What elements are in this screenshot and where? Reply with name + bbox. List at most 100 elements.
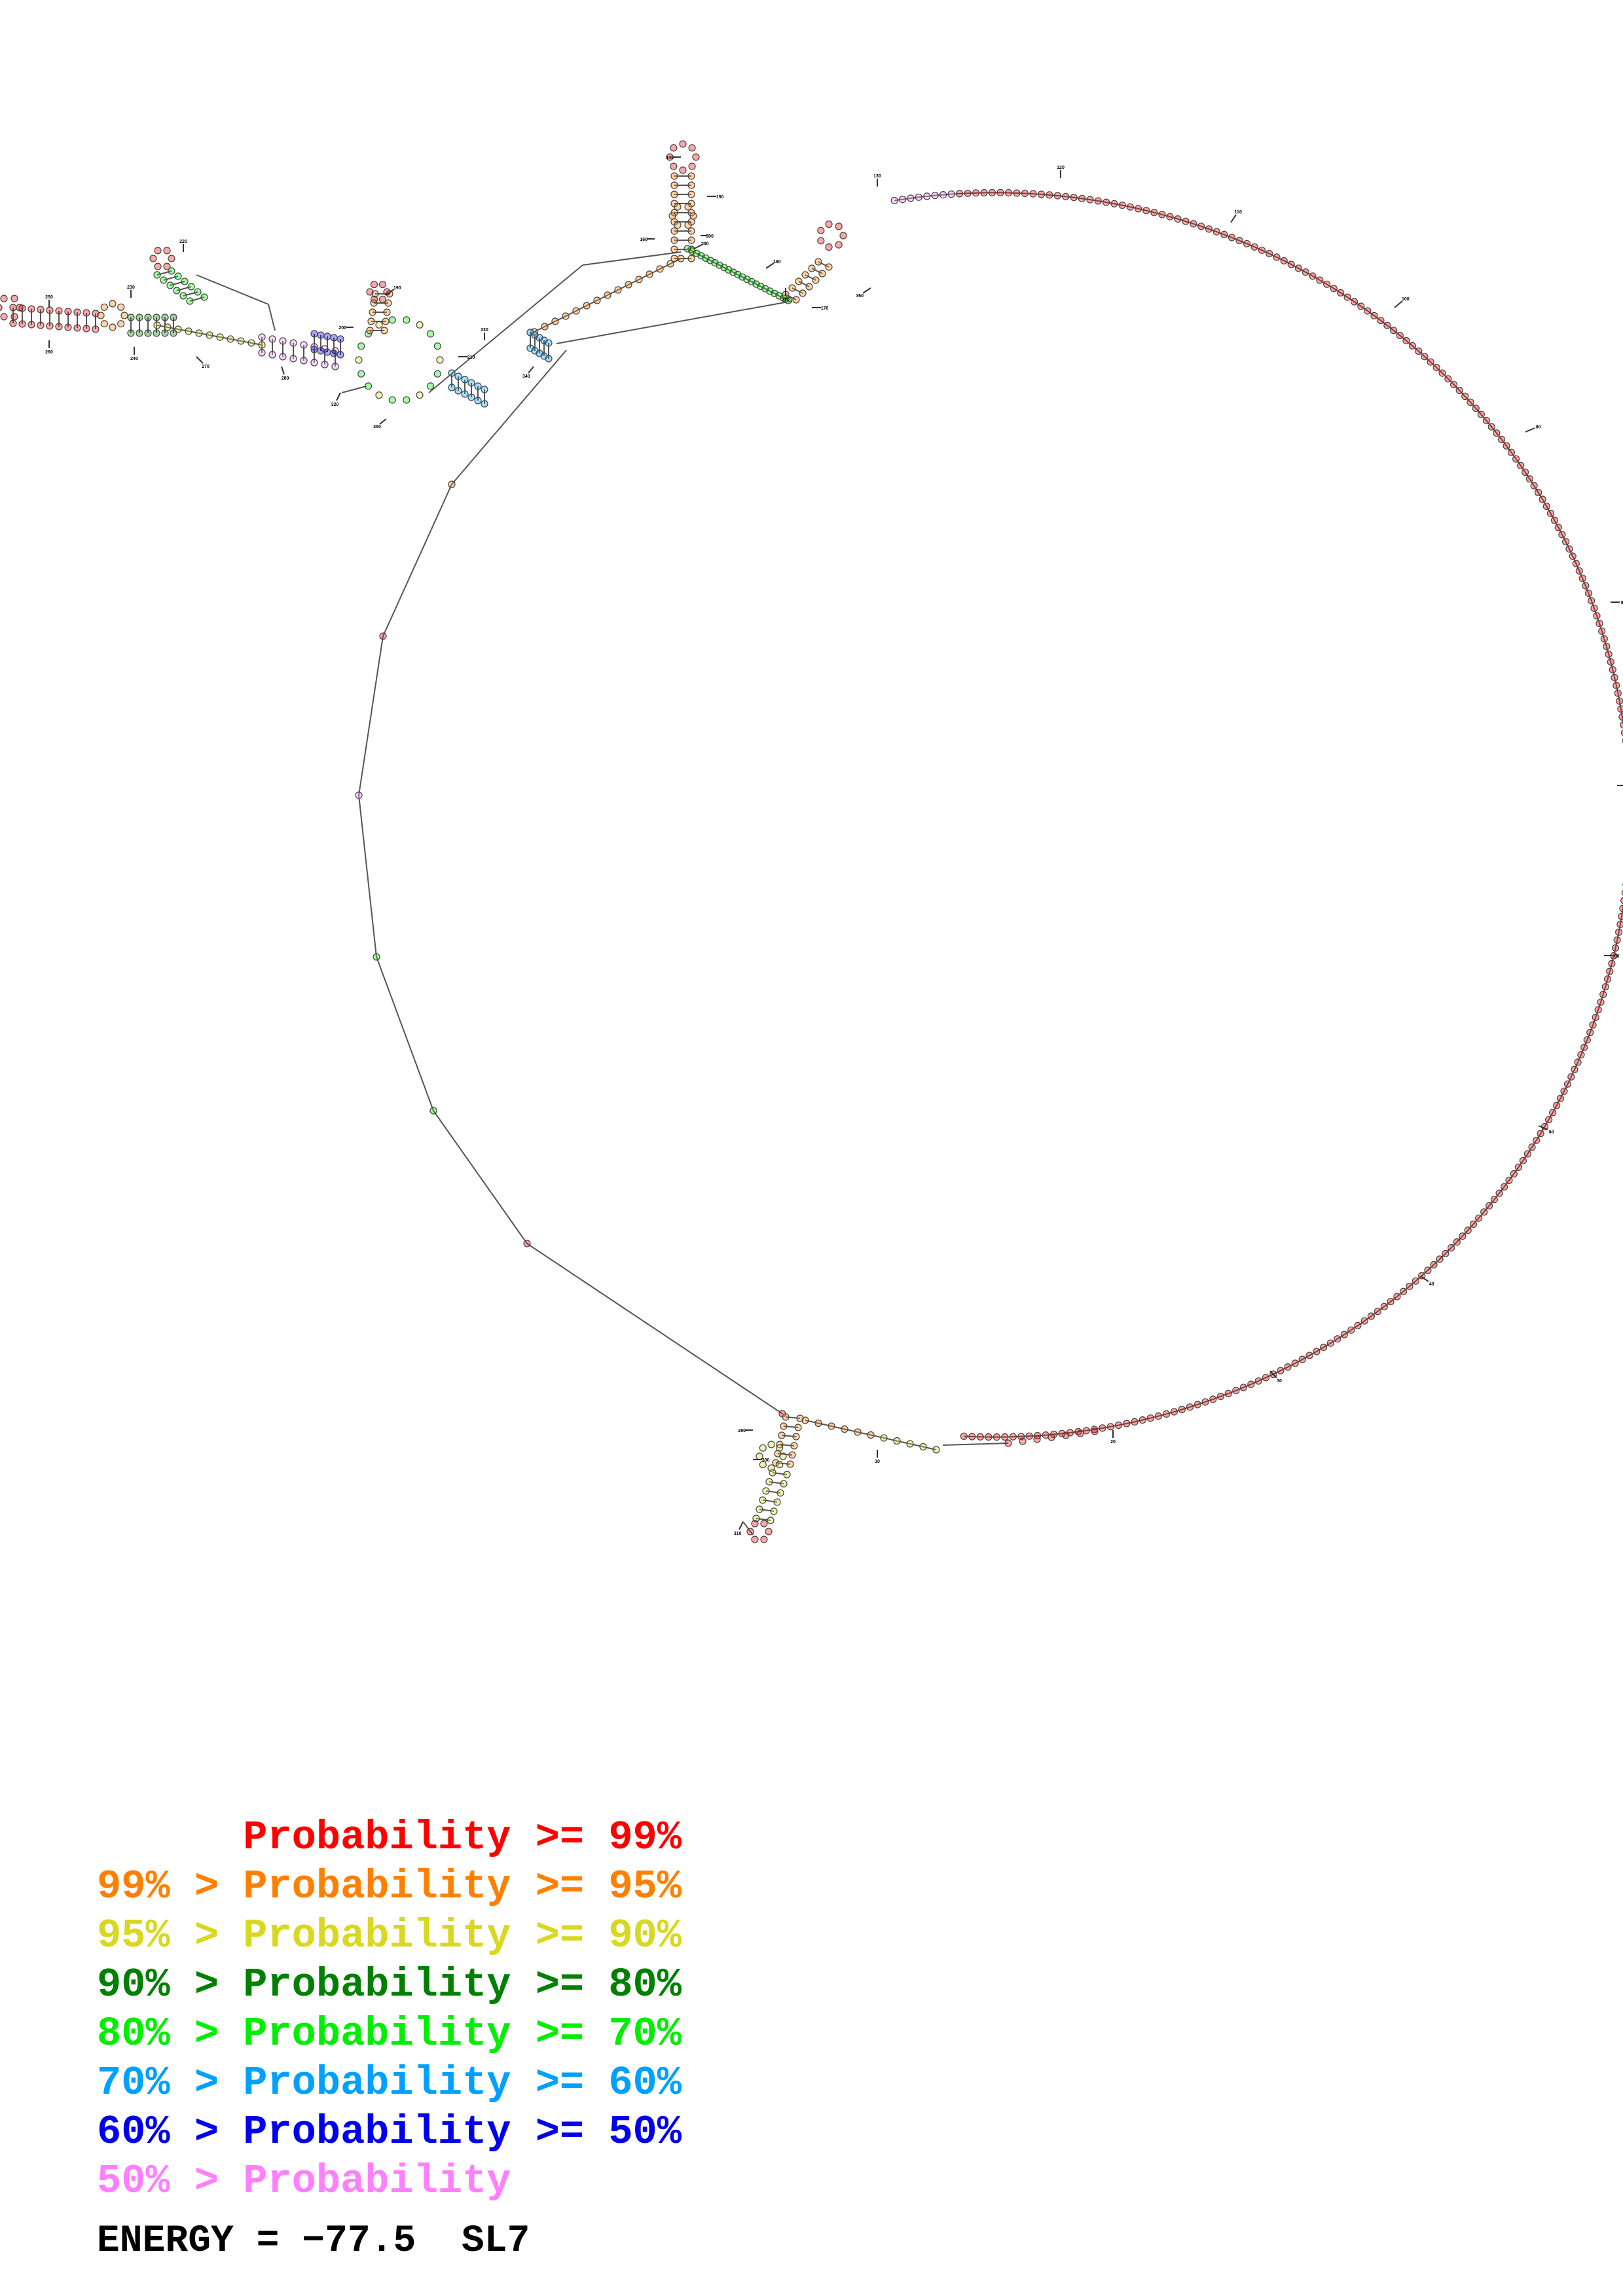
backbone-segment: [565, 310, 577, 317]
nucleotide: [790, 1442, 798, 1450]
backbone-segment: [1142, 1417, 1151, 1421]
backbone-segment: [1390, 1296, 1398, 1302]
nucleotide: [46, 322, 54, 330]
nucleotide: [120, 312, 128, 319]
backbone-segment: [1570, 1069, 1575, 1077]
backbone-segment: [1250, 1380, 1259, 1385]
position-tick: [528, 366, 534, 374]
backbone-segment: [1483, 1205, 1490, 1213]
position-tick: [1420, 1276, 1429, 1282]
nucleotide: [1326, 1339, 1334, 1347]
backbone-segment: [1065, 196, 1074, 198]
nucleotide: [893, 1437, 901, 1445]
backbone-segment: [1522, 1153, 1529, 1161]
nucleotide: [545, 339, 553, 347]
nucleotide: [1519, 1157, 1527, 1164]
nucleotide: [679, 166, 687, 174]
nucleotide: [27, 321, 35, 329]
backbone-segment: [1531, 1139, 1537, 1148]
backbone-segment: [1041, 193, 1050, 196]
backbone-segment: [1330, 1338, 1338, 1344]
nucleotide: [109, 300, 117, 308]
nucleotide: [964, 189, 972, 197]
nucleotide: [1377, 317, 1385, 325]
backbone-segment: [1574, 1062, 1578, 1070]
nucleotide: [1287, 260, 1295, 268]
nucleotide: [279, 353, 287, 361]
nucleotide: [960, 1432, 968, 1440]
backbone-segment: [1475, 408, 1482, 415]
nucleotide: [1569, 552, 1577, 560]
backbone-segment: [1605, 978, 1609, 987]
nucleotide: [1467, 398, 1474, 406]
nucleotide: [1062, 192, 1070, 200]
position-tick: [1538, 1125, 1548, 1130]
backbone-segment: [922, 1446, 937, 1450]
nucleotide: [684, 203, 692, 211]
nucleotide: [780, 1480, 788, 1488]
backbone-segment: [1615, 685, 1619, 694]
nucleotide: [1432, 363, 1440, 372]
nucleotide: [674, 203, 682, 211]
nucleotide: [1166, 213, 1174, 221]
nucleotide: [674, 221, 682, 229]
nucleotide: [1510, 1170, 1518, 1178]
nucleotide: [687, 181, 695, 189]
nucleotide: [1574, 1058, 1582, 1066]
backbone-segment: [1427, 1264, 1434, 1271]
nucleotide: [779, 1452, 787, 1460]
backbone-segment: [1276, 257, 1285, 262]
nucleotide: [687, 227, 695, 235]
nucleotide: [1584, 589, 1592, 598]
nucleotide: [1562, 538, 1570, 546]
nucleotide: [1530, 482, 1538, 490]
nucleotide: [760, 1520, 768, 1528]
nucleotide: [1316, 276, 1324, 284]
backbone-segment: [1554, 520, 1559, 528]
nucleotide: [310, 343, 318, 351]
backbone-segment: [1580, 1047, 1585, 1056]
nucleotide: [160, 276, 168, 284]
backbone-segment: [1612, 670, 1616, 678]
nucleotide: [792, 296, 800, 304]
nucleotide: [382, 317, 390, 325]
backbone-segment: [883, 1437, 898, 1442]
nucleotide: [461, 390, 469, 398]
backbone-segment: [751, 281, 757, 285]
nucleotide: [646, 270, 653, 278]
nucleotide: [1340, 1331, 1348, 1338]
backbone-segment: [1110, 1424, 1119, 1427]
position-tick: [1269, 1371, 1277, 1378]
nucleotide: [481, 400, 488, 408]
backbone-segment: [1266, 1373, 1274, 1378]
backbone-segment: [831, 1426, 845, 1430]
backbone-segment: [1283, 260, 1292, 265]
nucleotide: [357, 342, 365, 350]
backbone-segment: [769, 290, 775, 295]
backbone-segment: [1559, 1090, 1565, 1099]
nucleotide: [1512, 455, 1520, 463]
backbone-segment: [1383, 1300, 1391, 1308]
legend-row: 50% > Probability: [97, 2157, 682, 2206]
backbone-segment: [1174, 1408, 1182, 1413]
backbone-segment: [1364, 1316, 1372, 1322]
nucleotide: [388, 396, 396, 404]
backbone-segment: [596, 295, 608, 301]
nucleotide: [1322, 280, 1331, 288]
nucleotide: [1545, 1116, 1553, 1124]
backbone-segment: [1600, 994, 1604, 1003]
nucleotide: [1565, 545, 1573, 553]
nucleotide: [1118, 202, 1126, 209]
legend-prefix: 90% >: [97, 1962, 244, 2008]
backbone-segment: [1406, 340, 1413, 347]
backbone-segment: [1542, 499, 1548, 507]
nucleotide: [1347, 1326, 1355, 1334]
position-label: 280: [282, 376, 289, 381]
nucleotide: [1560, 1087, 1568, 1095]
nucleotide: [1134, 205, 1142, 213]
backbone-segment: [710, 260, 716, 264]
backbone-segment: [1607, 971, 1611, 980]
backbone-segment: [1399, 334, 1407, 342]
backbone-segment: [649, 268, 661, 275]
nucleotide: [321, 361, 329, 368]
